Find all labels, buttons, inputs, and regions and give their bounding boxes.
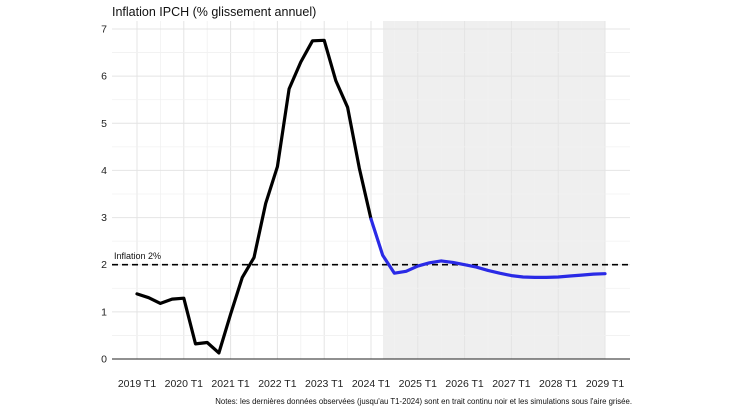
x-tick-label: 2026 T1 xyxy=(445,378,483,390)
simulation-shaded-area xyxy=(383,21,605,359)
chart-title: Inflation IPCH (% glissement annuel) xyxy=(112,5,316,19)
x-tick-label: 2025 T1 xyxy=(399,378,437,390)
y-tick-label: 4 xyxy=(101,165,107,177)
y-tick-label: 0 xyxy=(101,354,107,366)
x-tick-label: 2022 T1 xyxy=(258,378,296,390)
x-tick-label: 2024 T1 xyxy=(352,378,390,390)
y-tick-label: 7 xyxy=(101,24,107,36)
y-tick-label: 1 xyxy=(101,306,107,318)
x-tick-label: 2019 T1 xyxy=(118,378,156,390)
simulated-series-line xyxy=(369,217,607,279)
x-tick-label: 2021 T1 xyxy=(211,378,249,390)
x-tick-label: 2020 T1 xyxy=(165,378,203,390)
x-tick-label: 2027 T1 xyxy=(492,378,530,390)
reference-line-label: Inflation 2% xyxy=(114,251,161,261)
y-tick-label: 6 xyxy=(101,71,107,83)
y-tick-label: 5 xyxy=(101,118,107,130)
x-tick-label: 2028 T1 xyxy=(539,378,577,390)
observed-series-line xyxy=(135,38,373,355)
chart-note: Notes: les dernières données observées (… xyxy=(215,397,632,406)
y-tick-label: 3 xyxy=(101,212,107,224)
y-tick-label: 2 xyxy=(101,259,107,271)
x-tick-label: 2023 T1 xyxy=(305,378,343,390)
x-tick-label: 2029 T1 xyxy=(586,378,624,390)
